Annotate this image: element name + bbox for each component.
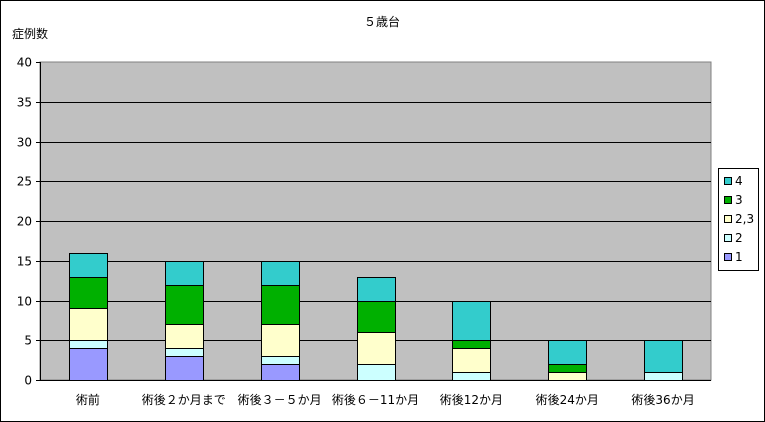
y-tick-label: 0 (24, 374, 32, 388)
y-tick-label: 5 (24, 334, 32, 348)
y-tick-label: 40 (17, 56, 32, 70)
x-tick-label: 術後２か月まで (142, 393, 226, 407)
bar-segment-2 (644, 372, 683, 381)
bar-segment-4 (644, 340, 683, 373)
x-tick-label: 術前 (76, 392, 100, 407)
y-tick-label: 30 (17, 136, 32, 150)
legend-swatch (724, 215, 732, 223)
bar-segment-1 (165, 356, 204, 381)
bar-segment-4 (548, 340, 587, 365)
y-tick-label: 10 (17, 295, 32, 309)
bar-segment-4 (69, 253, 108, 278)
bar-segment-3 (357, 301, 396, 333)
bar-segment-2 (69, 340, 108, 349)
bar-segment-2 (452, 372, 491, 381)
bar-segment-2 (357, 364, 396, 381)
bar-segment-2-3 (165, 324, 204, 349)
bar-segment-2 (165, 348, 204, 357)
legend-swatch (724, 196, 732, 204)
bar-segment-1 (69, 348, 108, 381)
y-tick-label: 35 (17, 96, 32, 110)
y-tick-labels: 0 5 10 15 20 25 30 35 40 (17, 56, 32, 388)
bar-segment-4 (452, 301, 491, 341)
bar-segment-3 (165, 285, 204, 325)
y-axis-label: 症例数 (12, 26, 48, 41)
bar-segment-4 (261, 261, 300, 286)
bar-segment-4 (165, 261, 204, 286)
bar-segment-4 (357, 277, 396, 302)
bar-segment-3 (548, 364, 587, 373)
x-tick-labels: 術前 術後２か月まで 術後３－５か月 術後６－11か月 術後12か月 術後24か月 術後36… (76, 392, 695, 407)
legend-label: 4 (735, 174, 743, 188)
bar-segment-2-3 (452, 348, 491, 373)
bars (69, 253, 683, 381)
bar-segment-3 (452, 340, 491, 349)
x-tick-label: 術後24か月 (536, 393, 599, 407)
bar-segment-2-3 (69, 308, 108, 341)
y-tick-label: 25 (17, 175, 32, 189)
legend-label: 1 (735, 250, 743, 264)
legend-item: 3 (724, 193, 743, 207)
legend-label: 2,3 (735, 212, 754, 226)
legend-label: 3 (735, 193, 743, 207)
bar-segment-2-3 (357, 332, 396, 365)
x-tick-label: 術後36か月 (631, 393, 694, 407)
bar-segment-1 (261, 364, 300, 381)
legend-label: 2 (735, 231, 743, 245)
x-tick-label: 術後12か月 (440, 393, 503, 407)
y-tick-label: 15 (17, 255, 32, 269)
legend-item: 1 (724, 250, 743, 264)
chart-title: ５歳台 (364, 14, 400, 29)
legend-swatch (724, 234, 732, 242)
bar-segment-2-3 (261, 324, 300, 357)
bar-segment-2-3 (548, 372, 587, 381)
x-tick-label: 術後６－11か月 (332, 393, 419, 407)
legend: 4 3 2,3 2 1 (718, 168, 759, 271)
bar-segment-3 (69, 277, 108, 309)
x-tick-label: 術後３－５か月 (238, 393, 322, 407)
legend-item: 2,3 (724, 212, 754, 226)
bar-segment-2 (261, 356, 300, 365)
legend-swatch (724, 253, 732, 261)
legend-item: 4 (724, 174, 743, 188)
legend-swatch (724, 177, 732, 185)
bar-segment-3 (261, 285, 300, 325)
legend-item: 2 (724, 231, 743, 245)
y-tick-label: 20 (17, 215, 32, 229)
